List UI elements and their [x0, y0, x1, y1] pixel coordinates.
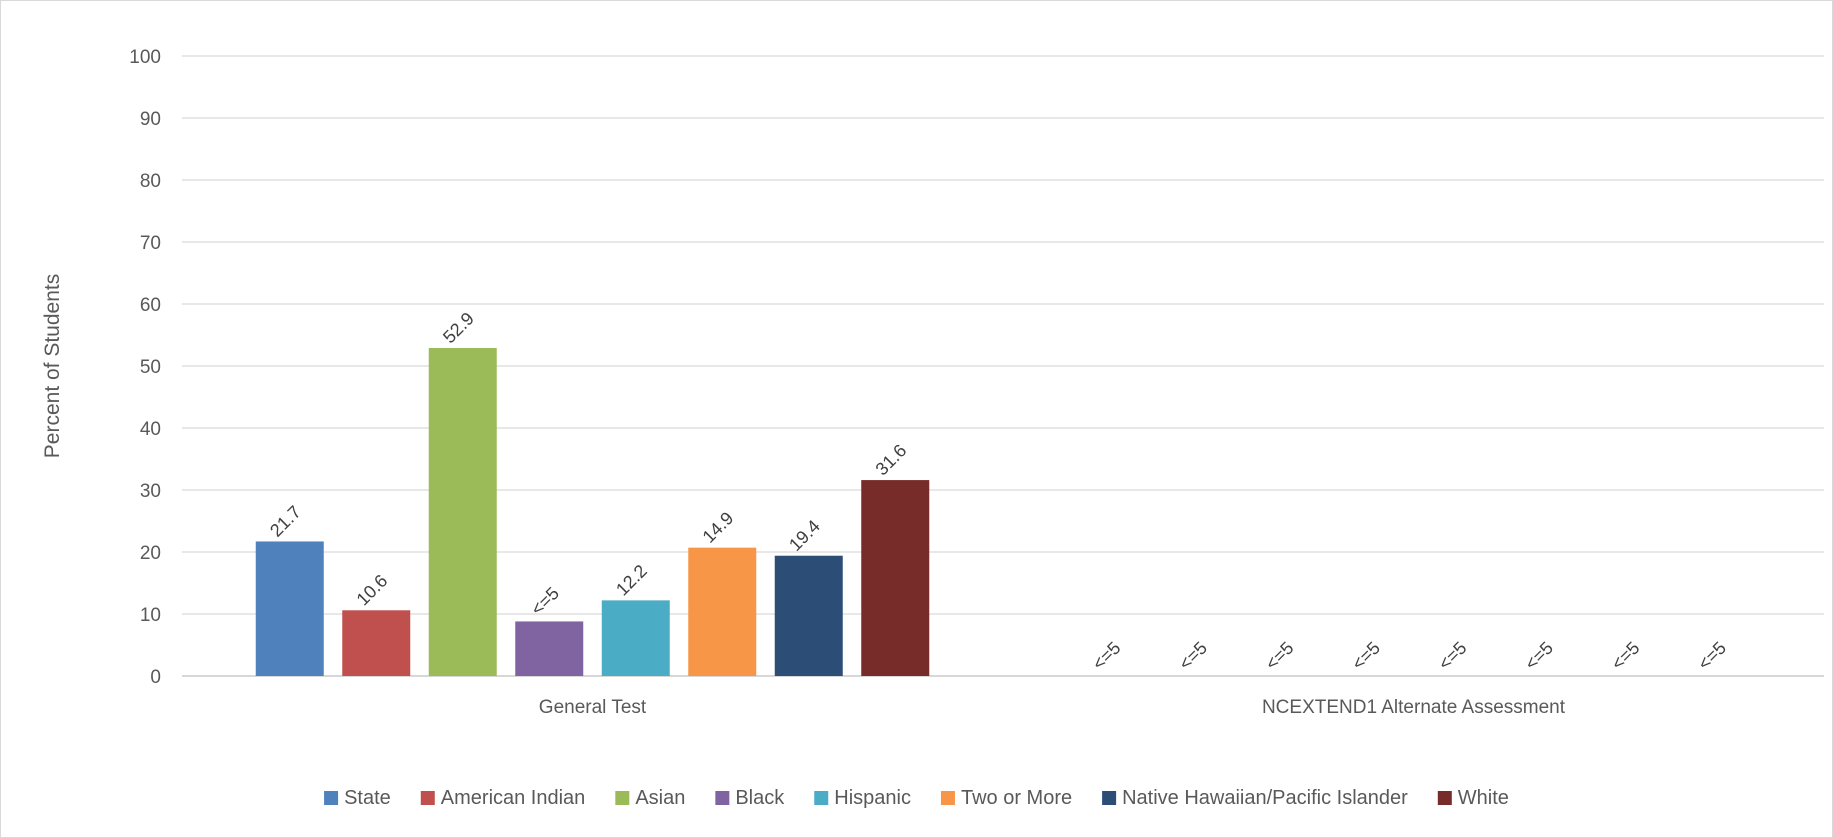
- legend-item: White: [1437, 787, 1509, 809]
- data-label: <=5: [1261, 638, 1297, 674]
- y-tick-label: 20: [140, 543, 161, 564]
- y-tick-label: 40: [140, 419, 161, 440]
- data-label: 12.2: [612, 561, 651, 600]
- y-tick-label: 70: [140, 233, 161, 254]
- bar-native-hawaiian-pacific-islander: [774, 555, 843, 676]
- legend-item: Asian: [615, 787, 685, 809]
- legend-label: State: [344, 787, 391, 809]
- data-label: 10.6: [353, 571, 392, 610]
- data-label: <=5: [1348, 638, 1384, 674]
- legend-item: Black: [715, 787, 785, 809]
- legend-label: American Indian: [441, 787, 586, 809]
- data-label: 19.4: [785, 516, 824, 555]
- legend-item: Two or More: [940, 787, 1072, 809]
- bar-state: [255, 541, 324, 676]
- legend-label: Native Hawaiian/Pacific Islander: [1122, 787, 1408, 809]
- y-tick-label: 0: [150, 667, 161, 688]
- legend-swatch: [1437, 791, 1452, 805]
- data-label: <=5: [1088, 638, 1124, 674]
- legend-swatch: [940, 791, 955, 805]
- y-tick-label: 100: [129, 47, 161, 68]
- legend-swatch: [420, 791, 435, 805]
- legend-label: Two or More: [961, 787, 1072, 809]
- bar-american-indian: [342, 610, 411, 676]
- y-tick-label: 30: [140, 481, 161, 502]
- data-label: <=5: [1434, 638, 1470, 674]
- legend-label: Asian: [635, 787, 685, 809]
- data-label: 14.9: [699, 508, 738, 547]
- legend-item: Native Hawaiian/Pacific Islander: [1102, 787, 1408, 809]
- y-tick-label: 90: [140, 109, 161, 130]
- legend-swatch: [814, 791, 829, 805]
- legend-item: Hispanic: [814, 787, 911, 809]
- y-tick-label: 80: [140, 171, 161, 192]
- data-label: <=5: [1521, 638, 1557, 674]
- y-tick-label: 60: [140, 295, 161, 316]
- y-tick-label: 10: [140, 605, 161, 626]
- legend-label: White: [1458, 787, 1509, 809]
- y-tick-label: 50: [140, 357, 161, 378]
- data-label: <=5: [1175, 638, 1211, 674]
- data-label: <=5: [1607, 638, 1643, 674]
- data-label: 21.7: [266, 502, 305, 541]
- legend-label: Black: [735, 787, 785, 809]
- legend-swatch: [615, 791, 630, 805]
- legend-swatch: [715, 791, 730, 805]
- bar-asian: [428, 348, 497, 676]
- data-label: 52.9: [439, 308, 478, 347]
- data-label: <=5: [1694, 638, 1730, 674]
- data-label: 31.6: [872, 440, 911, 479]
- y-axis-label: Percent of Students: [41, 274, 64, 458]
- legend-label: Hispanic: [834, 787, 911, 809]
- x-category-label: General Test: [539, 697, 647, 718]
- bar-white: [861, 480, 930, 676]
- bar-black: [515, 621, 584, 676]
- legend-swatch: [324, 791, 339, 805]
- bar-hispanic: [601, 600, 670, 676]
- legend-item: State: [324, 787, 391, 809]
- legend-item: American Indian: [420, 787, 586, 809]
- x-category-label: NCEXTEND1 Alternate Assessment: [1262, 697, 1566, 718]
- legend-swatch: [1102, 791, 1117, 805]
- bar-two-or-more: [688, 547, 757, 676]
